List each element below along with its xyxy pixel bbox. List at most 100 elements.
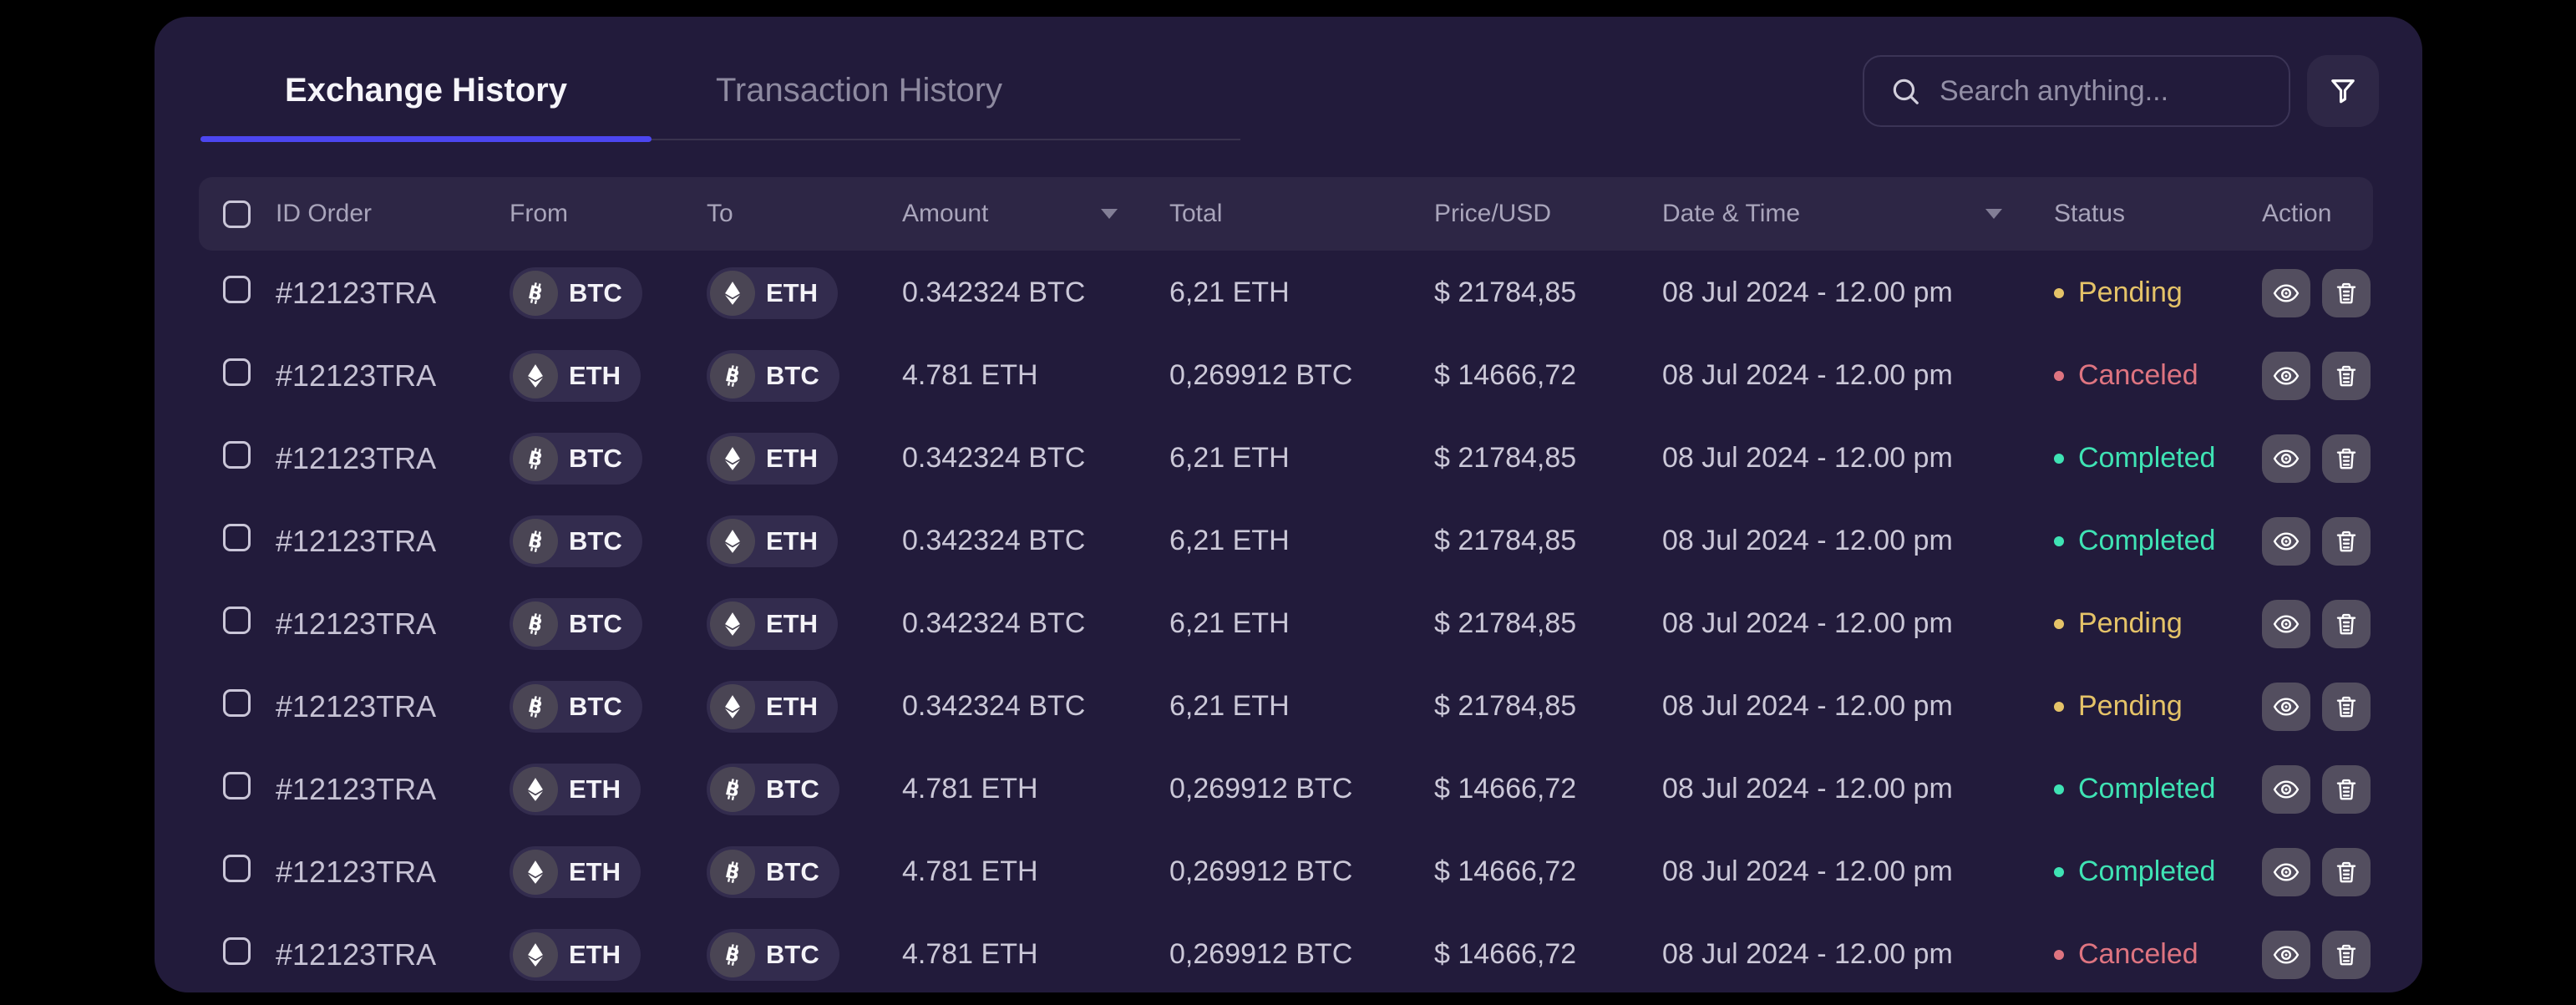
status-cell: Pending (2054, 690, 2262, 723)
date-time-value: 08 Jul 2024 - 12.00 pm (1662, 359, 1953, 391)
tab-transaction-history[interactable]: Transaction History (715, 72, 1003, 109)
eth-icon (528, 942, 543, 967)
delete-button[interactable] (2322, 847, 2371, 896)
coin-label: BTC (569, 525, 622, 556)
status-label: Canceled (2078, 938, 2198, 970)
date-time-value: 08 Jul 2024 - 12.00 pm (1662, 773, 1953, 805)
header-date-time: Date & Time (1662, 200, 2054, 228)
status-label: Pending (2078, 277, 2183, 308)
delete-button[interactable] (2322, 268, 2371, 317)
header-from: From (510, 200, 568, 227)
amount-value: 0.342324 BTC (902, 607, 1086, 639)
filter-button[interactable] (2307, 55, 2379, 127)
price-usd-value: $ 21784,85 (1434, 277, 1577, 308)
coin-badge-to: B ETH (707, 515, 838, 567)
delete-button[interactable] (2322, 434, 2371, 483)
view-button[interactable] (2262, 599, 2310, 648)
total-value: 6,21 ETH (1169, 690, 1290, 722)
amount-value: 0.342324 BTC (902, 277, 1086, 308)
sort-caret-amount[interactable] (1101, 209, 1118, 219)
coin-badge-from: B BTC (510, 432, 642, 485)
coin-badge-to: B BTC (707, 763, 839, 815)
delete-button[interactable] (2322, 682, 2371, 731)
table-body: #12123TRA B (199, 251, 2373, 992)
row-checkbox[interactable] (223, 771, 251, 799)
svg-text:B: B (723, 860, 742, 884)
amount-value: 0.342324 BTC (902, 525, 1086, 556)
search-box[interactable] (1863, 55, 2310, 127)
trash-icon (2336, 530, 2356, 551)
row-checkbox[interactable] (223, 936, 251, 965)
select-all-checkbox[interactable] (223, 200, 251, 228)
view-button[interactable] (2262, 930, 2310, 979)
search-input[interactable] (1940, 74, 2310, 108)
sort-caret-date[interactable] (1985, 209, 2002, 219)
price-usd-value: $ 14666,72 (1434, 359, 1577, 391)
coin-label: BTC (766, 939, 819, 969)
table-row: #12123TRA B (199, 500, 2373, 582)
btc-icon: B (526, 612, 545, 636)
coin-label: ETH (766, 277, 818, 307)
btc-icon: B (723, 860, 742, 884)
trash-icon (2336, 613, 2356, 634)
table-row: #12123TRA B (199, 582, 2373, 665)
status-label: Completed (2078, 442, 2216, 474)
table-header: ID Order From To Amount Total Price/USD … (199, 177, 2373, 251)
price-usd-value: $ 14666,72 (1434, 773, 1577, 805)
svg-text:B: B (526, 530, 545, 553)
btc-icon: B (526, 695, 545, 718)
status-label: Canceled (2078, 359, 2198, 391)
status-dot (2054, 618, 2064, 629)
table-row: #12123TRA B (199, 665, 2373, 748)
coin-badge-to: B BTC (707, 845, 839, 898)
view-button[interactable] (2262, 434, 2310, 483)
coin-badge-to: B ETH (707, 597, 838, 650)
coin-label: BTC (569, 277, 622, 307)
filter-icon (2331, 79, 2355, 104)
trash-icon (2336, 448, 2356, 469)
date-time-value: 08 Jul 2024 - 12.00 pm (1662, 607, 1953, 639)
delete-button[interactable] (2322, 930, 2371, 979)
coin-label: BTC (569, 608, 622, 638)
price-usd-value: $ 21784,85 (1434, 442, 1577, 474)
total-value: 0,269912 BTC (1169, 855, 1353, 887)
status-dot (2054, 370, 2064, 381)
eth-icon (528, 777, 543, 801)
btc-icon: B (526, 447, 545, 470)
price-usd-value: $ 21784,85 (1434, 607, 1577, 639)
coin-badge-from: B BTC (510, 515, 642, 567)
date-time-value: 08 Jul 2024 - 12.00 pm (1662, 525, 1953, 556)
eth-icon (725, 694, 740, 718)
view-button[interactable] (2262, 847, 2310, 896)
delete-button[interactable] (2322, 764, 2371, 814)
delete-button[interactable] (2322, 351, 2371, 400)
row-checkbox[interactable] (223, 440, 251, 469)
header-id-order: ID Order (276, 200, 373, 227)
tab-exchange-history[interactable]: Exchange History (200, 74, 652, 142)
view-button[interactable] (2262, 682, 2310, 731)
eye-icon (2273, 945, 2300, 964)
table-row: #12123TRA B (199, 830, 2373, 913)
status-dot (2054, 535, 2064, 546)
coin-label: BTC (766, 774, 819, 804)
row-checkbox[interactable] (223, 688, 251, 717)
status-cell: Pending (2054, 277, 2262, 309)
coin-badge-from: B BTC (510, 597, 642, 650)
row-checkbox[interactable] (223, 275, 251, 303)
row-checkbox[interactable] (223, 358, 251, 386)
price-usd-value: $ 21784,85 (1434, 525, 1577, 556)
view-button[interactable] (2262, 268, 2310, 317)
header-to: To (707, 200, 733, 227)
view-button[interactable] (2262, 516, 2310, 566)
delete-button[interactable] (2322, 599, 2371, 648)
row-checkbox[interactable] (223, 854, 251, 882)
status-dot (2054, 453, 2064, 464)
row-checkbox[interactable] (223, 606, 251, 634)
delete-button[interactable] (2322, 516, 2371, 566)
view-button[interactable] (2262, 351, 2310, 400)
amount-value: 4.781 ETH (902, 359, 1038, 391)
row-checkbox[interactable] (223, 523, 251, 551)
view-button[interactable] (2262, 764, 2310, 814)
coin-badge-from: B ETH (510, 845, 641, 898)
svg-text:B: B (723, 943, 742, 967)
